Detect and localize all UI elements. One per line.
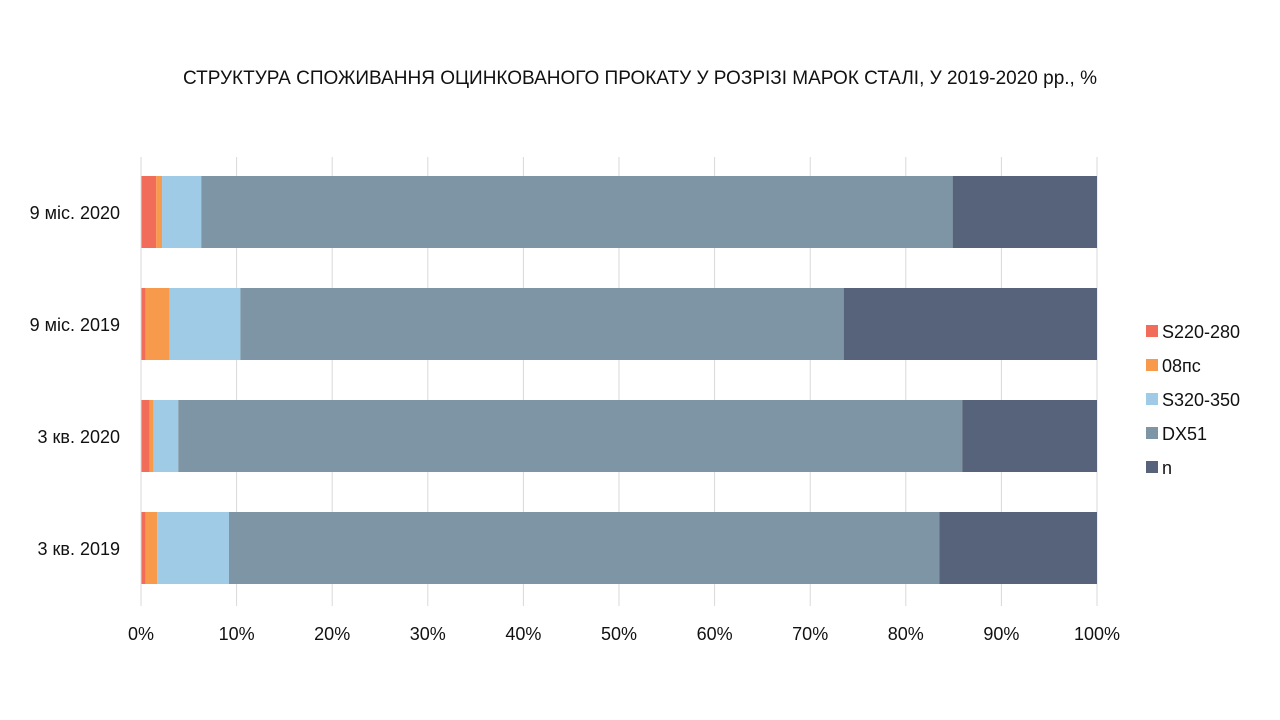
- bar-segment-S220-280: [141, 176, 157, 248]
- chart-title: СТРУКТУРА СПОЖИВАННЯ ОЦИНКОВАНОГО ПРОКАТ…: [183, 68, 1097, 89]
- x-tick-label: 40%: [505, 624, 541, 644]
- x-tick-label: 50%: [601, 624, 637, 644]
- legend-label: 08пс: [1162, 356, 1201, 376]
- legend-label: n: [1162, 458, 1172, 478]
- legend-swatch: [1146, 393, 1158, 405]
- legend-label: S320-350: [1162, 390, 1240, 410]
- legend-item: n: [1146, 458, 1172, 478]
- bar-segment-DX51: [201, 176, 953, 248]
- legend-item: S220-280: [1146, 322, 1240, 342]
- legend-swatch: [1146, 359, 1158, 371]
- y-tick-label: 9 міс. 2020: [30, 203, 120, 223]
- x-axis: 0% 10% 20% 30% 40% 50% 60% 70% 80% 90% 100%: [128, 624, 1120, 644]
- bar-segment-08пс: [149, 400, 154, 472]
- y-tick-label: 3 кв. 2019: [38, 539, 121, 559]
- x-tick-label: 60%: [697, 624, 733, 644]
- y-tick-label: 9 міс. 2019: [30, 315, 120, 335]
- x-tick-label: 30%: [410, 624, 446, 644]
- x-tick-label: 20%: [314, 624, 350, 644]
- bar-segment-S220-280: [141, 288, 146, 360]
- bar-segment-08пс: [156, 176, 163, 248]
- bar-segment-S220-280: [141, 400, 150, 472]
- bar-segment-S220-280: [141, 512, 146, 584]
- bar-segment-n: [962, 400, 1097, 472]
- bar-segment-08пс: [145, 512, 158, 584]
- legend-swatch: [1146, 325, 1158, 337]
- x-tick-label: 90%: [983, 624, 1019, 644]
- x-tick-label: 10%: [219, 624, 255, 644]
- legend-item: 08пс: [1146, 356, 1201, 376]
- plot-area: [141, 176, 1097, 584]
- legend-label: DX51: [1162, 424, 1207, 444]
- legend: S220-280 08пс S320-350 DX51 n: [1146, 322, 1240, 478]
- bar-segment-DX51: [228, 512, 940, 584]
- bar-segment-08пс: [145, 288, 170, 360]
- bar-segment-S320-350: [153, 400, 179, 472]
- bar-segment-S320-350: [162, 176, 202, 248]
- legend-swatch: [1146, 461, 1158, 473]
- bar-segment-n: [952, 176, 1097, 248]
- legend-item: S320-350: [1146, 390, 1240, 410]
- bar-segment-S320-350: [169, 288, 241, 360]
- legend-label: S220-280: [1162, 322, 1240, 342]
- legend-swatch: [1146, 427, 1158, 439]
- bar-segment-DX51: [240, 288, 844, 360]
- x-tick-label: 80%: [888, 624, 924, 644]
- bar-segment-n: [939, 512, 1097, 584]
- bar-segment-S320-350: [157, 512, 229, 584]
- bar-segment-DX51: [178, 400, 963, 472]
- x-tick-label: 100%: [1074, 624, 1120, 644]
- y-axis: 9 міс. 2020 9 міс. 2019 3 кв. 2020 3 кв. 20…: [30, 157, 142, 606]
- x-tick-label: 0%: [128, 624, 154, 644]
- bar-segment-n: [843, 288, 1097, 360]
- legend-item: DX51: [1146, 424, 1207, 444]
- x-tick-label: 70%: [792, 624, 828, 644]
- y-tick-label: 3 кв. 2020: [38, 427, 121, 447]
